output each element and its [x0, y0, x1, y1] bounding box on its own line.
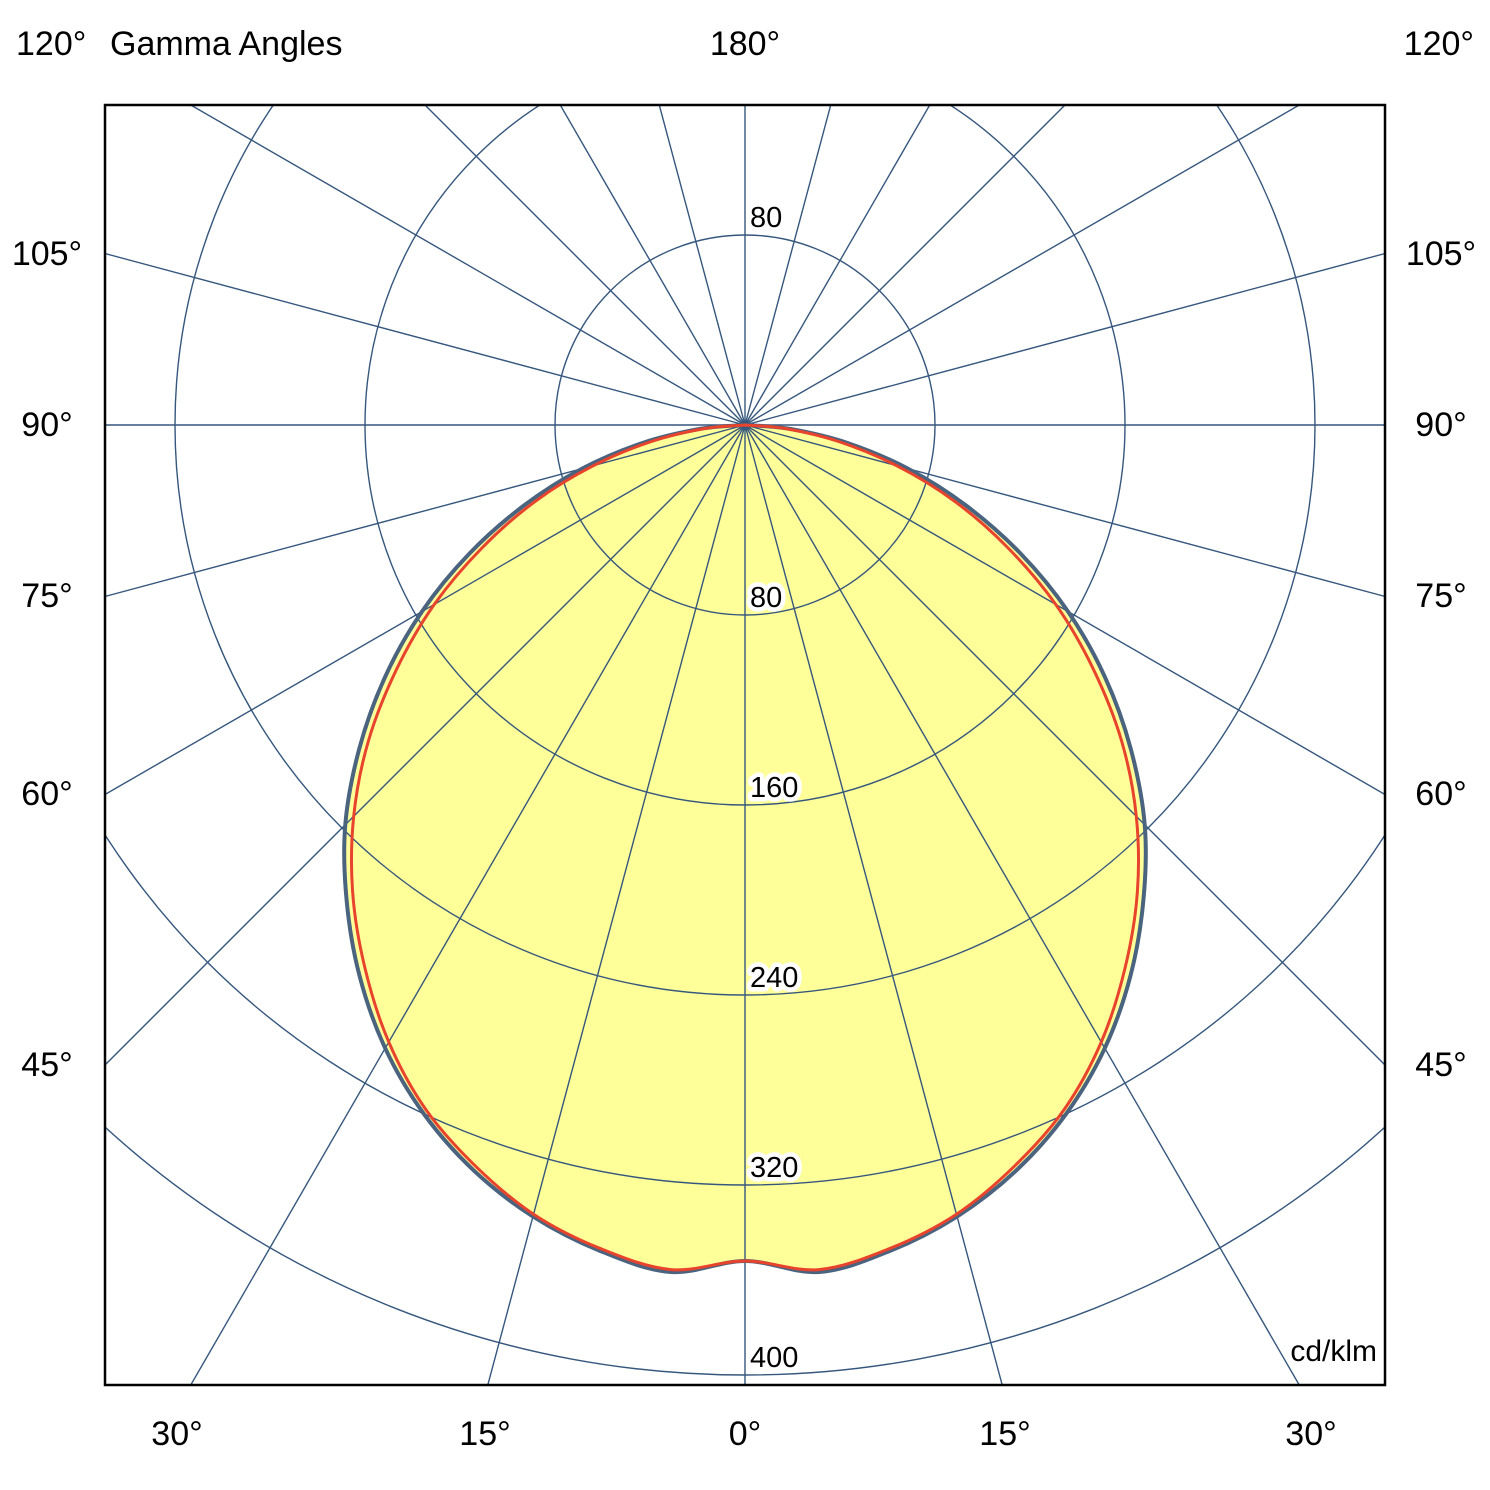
angle-label-60-right: 60° — [1415, 775, 1467, 813]
grid-spoke-240 — [191, 106, 746, 426]
ring-label-320: 320 — [750, 1152, 798, 1184]
angle-label-180: 180° — [709, 25, 781, 63]
angle-label-105-right: 105° — [1405, 235, 1477, 273]
angle-label-0-bottom: 0° — [728, 1415, 762, 1453]
grid-spoke-150 — [744, 106, 930, 426]
grid-spoke-255 — [106, 253, 746, 426]
angle-label-120-top-right: 120° — [1403, 25, 1474, 63]
angle-label-90-left: 90° — [21, 406, 73, 444]
grid-spoke-45 — [744, 424, 1384, 1065]
angle-label-15-bottom-left: 15° — [459, 1415, 511, 1453]
grid-spoke-135 — [744, 106, 1065, 426]
angle-label-75-left: 75° — [21, 577, 73, 615]
ring-label-400: 400 — [750, 1342, 798, 1374]
angle-label-75-right: 75° — [1415, 577, 1467, 615]
ring-label-240: 240 — [750, 962, 798, 994]
angle-label-60-left: 60° — [21, 775, 73, 813]
angle-label-45-left: 45° — [21, 1046, 73, 1084]
grid-spoke-315 — [106, 424, 746, 1065]
angle-label-120-top-left: 120° — [16, 25, 87, 63]
angle-label-15-bottom-right: 15° — [979, 1415, 1031, 1453]
grid-spoke-195 — [658, 106, 746, 426]
angle-label-45-right: 45° — [1415, 1046, 1467, 1084]
angle-label-30-bottom-left: 30° — [151, 1415, 203, 1453]
grid-spoke-330 — [190, 424, 746, 1384]
grid-spoke-120 — [744, 106, 1299, 426]
angle-label-105-left: 105° — [11, 235, 83, 273]
curve-c90-c270 — [349, 423, 1141, 1272]
grid-spoke-15 — [744, 424, 1003, 1384]
ring-label-80: 80 — [750, 582, 782, 614]
grid-spoke-225 — [425, 106, 746, 426]
grid-spoke-345 — [487, 424, 746, 1384]
grid-spoke-300 — [106, 424, 746, 795]
grid-spoke-105 — [744, 253, 1384, 426]
grid-spoke-285 — [106, 424, 746, 597]
plot-border — [103, 103, 1387, 1387]
grid-spoke-30 — [744, 424, 1300, 1384]
ring-label-160: 160 — [750, 772, 798, 804]
grid-spoke-165 — [744, 106, 832, 426]
grid-spoke-75 — [744, 424, 1384, 597]
chart-title: Gamma Angles — [110, 25, 343, 63]
angle-label-90-right: 90° — [1415, 406, 1467, 444]
ring-label-top-80: 80 — [750, 202, 782, 234]
angle-label-30-bottom-right: 30° — [1285, 1415, 1337, 1453]
grid-spoke-60 — [744, 424, 1384, 795]
unit-label: cd/klm — [1290, 1335, 1377, 1368]
grid-spoke-210 — [560, 106, 746, 426]
